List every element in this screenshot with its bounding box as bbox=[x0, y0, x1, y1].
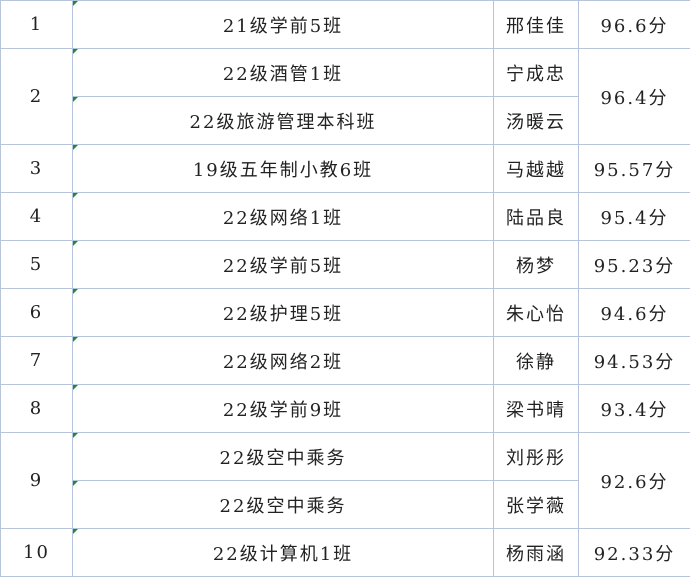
name-cell[interactable]: 马越越 bbox=[493, 144, 579, 193]
table-row: 9 22级空中乘务 刘彤彤 92.6分 bbox=[0, 432, 690, 529]
name-cell[interactable]: 张学薇 bbox=[493, 480, 579, 529]
score-cell[interactable]: 94.53分 bbox=[578, 336, 690, 385]
rank-cell[interactable]: 4 bbox=[0, 192, 73, 241]
rank-cell[interactable]: 3 bbox=[0, 144, 73, 193]
table-row: 5 22级学前5班 杨梦 95.23分 bbox=[0, 240, 690, 289]
table-row: 2 22级酒管1班 宁成忠 96.4分 bbox=[0, 48, 690, 145]
table-row: 4 22级网络1班 陆品良 95.4分 bbox=[0, 192, 690, 241]
name-cell[interactable]: 朱心怡 bbox=[493, 288, 579, 337]
table-row: 1 21级学前5班 邢佳佳 96.6分 bbox=[0, 0, 690, 49]
rank-cell[interactable]: 5 bbox=[0, 240, 73, 289]
name-cell[interactable]: 杨雨涵 bbox=[493, 528, 579, 577]
class-cell[interactable]: 22级酒管1班 bbox=[72, 48, 494, 97]
score-cell[interactable]: 95.23分 bbox=[578, 240, 690, 289]
table-row: 6 22级护理5班 朱心怡 94.6分 bbox=[0, 288, 690, 337]
table-row: 3 19级五年制小教6班 马越越 95.57分 bbox=[0, 144, 690, 193]
class-cell[interactable]: 22级空中乘务 bbox=[72, 432, 494, 481]
score-cell[interactable]: 92.6分 bbox=[578, 432, 690, 529]
rank-cell[interactable]: 1 bbox=[0, 0, 73, 49]
score-cell[interactable]: 96.4分 bbox=[578, 48, 690, 145]
name-cell[interactable]: 汤暖云 bbox=[493, 96, 579, 145]
name-cell[interactable]: 刘彤彤 bbox=[493, 432, 579, 481]
score-cell[interactable]: 95.4分 bbox=[578, 192, 690, 241]
class-cell[interactable]: 22级旅游管理本科班 bbox=[72, 96, 494, 145]
table-row: 7 22级网络2班 徐静 94.53分 bbox=[0, 336, 690, 385]
score-cell[interactable]: 94.6分 bbox=[578, 288, 690, 337]
class-cell[interactable]: 21级学前5班 bbox=[72, 0, 494, 49]
rank-cell[interactable]: 10 bbox=[0, 528, 73, 577]
name-cell[interactable]: 梁书晴 bbox=[493, 384, 579, 433]
class-cell[interactable]: 19级五年制小教6班 bbox=[72, 144, 494, 193]
score-cell[interactable]: 92.33分 bbox=[578, 528, 690, 577]
rank-cell[interactable]: 2 bbox=[0, 48, 73, 145]
class-cell[interactable]: 22级护理5班 bbox=[72, 288, 494, 337]
rank-cell[interactable]: 7 bbox=[0, 336, 73, 385]
name-cell[interactable]: 徐静 bbox=[493, 336, 579, 385]
name-cell[interactable]: 邢佳佳 bbox=[493, 0, 579, 49]
score-cell[interactable]: 96.6分 bbox=[578, 0, 690, 49]
class-cell[interactable]: 22级学前9班 bbox=[72, 384, 494, 433]
score-cell[interactable]: 93.4分 bbox=[578, 384, 690, 433]
class-cell[interactable]: 22级网络1班 bbox=[72, 192, 494, 241]
table-row: 22级空中乘务 张学薇 bbox=[1, 480, 690, 529]
class-cell[interactable]: 22级计算机1班 bbox=[72, 528, 494, 577]
table-row: 10 22级计算机1班 杨雨涵 92.33分 bbox=[0, 528, 690, 577]
class-cell[interactable]: 22级网络2班 bbox=[72, 336, 494, 385]
rank-cell[interactable]: 9 bbox=[0, 432, 73, 529]
table-row: 22级旅游管理本科班 汤暖云 bbox=[1, 96, 690, 145]
class-cell[interactable]: 22级空中乘务 bbox=[72, 480, 494, 529]
name-cell[interactable]: 宁成忠 bbox=[493, 48, 579, 97]
name-cell[interactable]: 杨梦 bbox=[493, 240, 579, 289]
table-row: 8 22级学前9班 梁书晴 93.4分 bbox=[0, 384, 690, 433]
score-cell[interactable]: 95.57分 bbox=[578, 144, 690, 193]
class-cell[interactable]: 22级学前5班 bbox=[72, 240, 494, 289]
rank-cell[interactable]: 6 bbox=[0, 288, 73, 337]
rank-cell[interactable]: 8 bbox=[0, 384, 73, 433]
name-cell[interactable]: 陆品良 bbox=[493, 192, 579, 241]
